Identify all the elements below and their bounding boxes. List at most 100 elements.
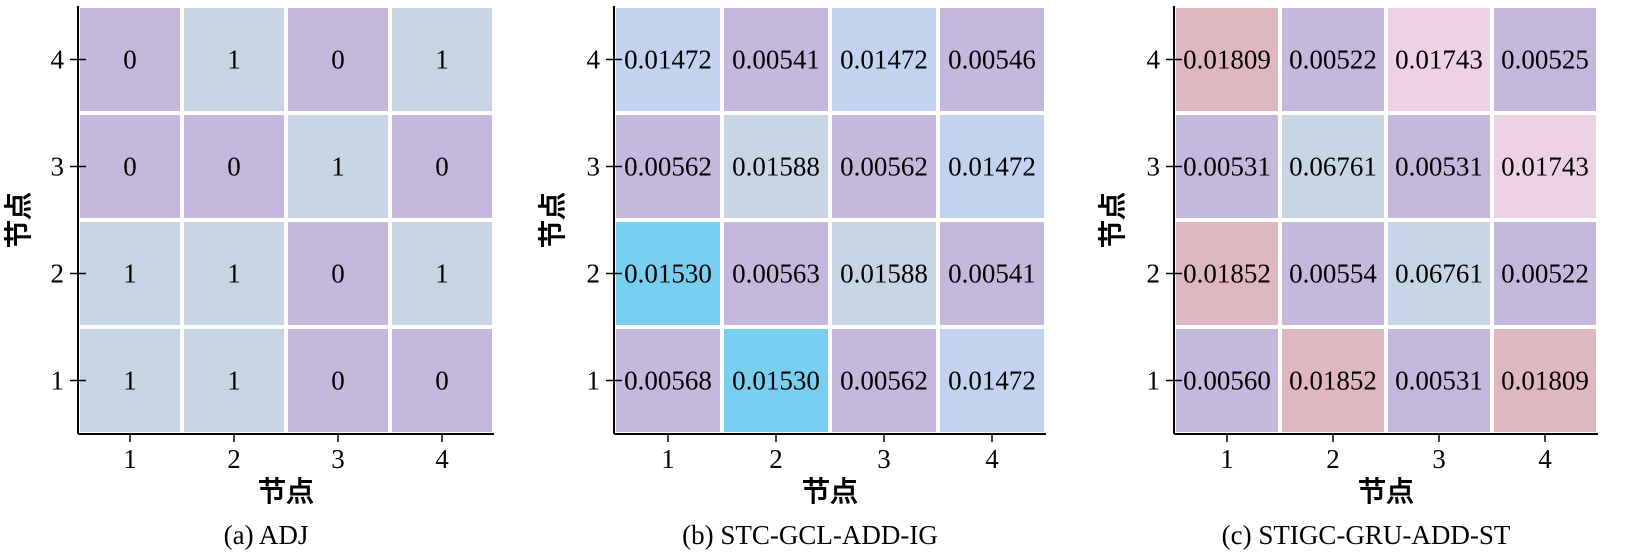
cell-label: 0.01472 xyxy=(840,45,928,75)
cell-label: 0 xyxy=(331,366,345,396)
cell-label: 1 xyxy=(227,366,241,396)
cell-label: 0.01588 xyxy=(840,259,928,289)
cell-label: 0 xyxy=(435,366,449,396)
heatmap-cell xyxy=(392,8,492,111)
heatmap-cell xyxy=(288,329,388,432)
heatmap-cell xyxy=(1282,8,1384,111)
heatmap-cell xyxy=(940,222,1044,325)
cell-label: 0.01472 xyxy=(624,45,712,75)
cell-label: 0.01809 xyxy=(1183,45,1271,75)
y-tick-label: 2 xyxy=(587,259,601,289)
heatmap-cell xyxy=(392,222,492,325)
heatmap-cell xyxy=(940,115,1044,218)
heatmap-cell xyxy=(184,222,284,325)
heatmap-cell xyxy=(1388,115,1490,218)
cell-label: 0.00546 xyxy=(948,45,1036,75)
cell-label: 0 xyxy=(123,45,137,75)
heatmap-cell xyxy=(616,115,720,218)
x-axis-label: 节点 xyxy=(802,475,858,508)
x-tick-label: 2 xyxy=(227,444,241,474)
heatmap-cell xyxy=(288,8,388,111)
heatmap-cell xyxy=(184,329,284,432)
heatmap-cell xyxy=(1176,329,1278,432)
heatmap-cell xyxy=(616,329,720,432)
x-tick-label: 2 xyxy=(769,444,783,474)
cell-label: 0.00554 xyxy=(1289,259,1377,289)
y-tick-label: 4 xyxy=(1147,45,1161,75)
heatmap-cell xyxy=(80,8,180,111)
heatmap-cell xyxy=(1494,8,1596,111)
heatmap-cell xyxy=(1388,222,1490,325)
heatmap-cell xyxy=(80,329,180,432)
heatmap-cell xyxy=(1282,115,1384,218)
cell-label: 0.00562 xyxy=(624,152,712,182)
heatmap-cell xyxy=(1282,329,1384,432)
x-tick-label: 1 xyxy=(1220,444,1234,474)
panel-caption: (c) STIGC-GRU-ADD-ST xyxy=(1222,520,1511,550)
heatmap-cell xyxy=(1388,329,1490,432)
cell-label: 0.01472 xyxy=(948,152,1036,182)
x-tick-label: 3 xyxy=(877,444,891,474)
heatmap-cell xyxy=(184,115,284,218)
heatmap-cell xyxy=(724,8,828,111)
y-axis-label: 节点 xyxy=(1096,192,1129,248)
heatmap-cell xyxy=(724,115,828,218)
cell-label: 0.00522 xyxy=(1289,45,1377,75)
x-axis-label: 节点 xyxy=(258,475,314,508)
y-tick-label: 3 xyxy=(587,152,601,182)
cell-label: 0.01530 xyxy=(624,259,712,289)
x-tick-label: 2 xyxy=(1326,444,1340,474)
cell-label: 0.00525 xyxy=(1501,45,1589,75)
heatmap-panel-3: 0.01809 0.00522 0.01743 0.00525 0.00531 0.067… xyxy=(1096,6,1598,550)
cell-label: 0.01530 xyxy=(732,366,820,396)
cell-label: 0.06761 xyxy=(1289,152,1377,182)
heatmap-cell xyxy=(392,115,492,218)
cell-label: 0.01472 xyxy=(948,366,1036,396)
cell-label: 0.00560 xyxy=(1183,366,1271,396)
cell-label: 0 xyxy=(331,259,345,289)
cell-label: 0.00541 xyxy=(948,259,1036,289)
y-tick-label: 3 xyxy=(1147,152,1161,182)
cell-label: 0.00531 xyxy=(1183,152,1271,182)
heatmap-cell xyxy=(832,115,936,218)
cell-label: 0 xyxy=(435,152,449,182)
panel-caption: (a) ADJ xyxy=(224,520,309,550)
cell-label: 0.01588 xyxy=(732,152,820,182)
y-tick-label: 2 xyxy=(1147,259,1161,289)
heatmap-cell xyxy=(1282,222,1384,325)
y-tick-label: 2 xyxy=(51,259,65,289)
x-tick-label: 3 xyxy=(1432,444,1446,474)
cell-label: 0.01743 xyxy=(1395,45,1483,75)
heatmap-cell xyxy=(832,329,936,432)
heatmap-cell xyxy=(1388,8,1490,111)
cell-label: 1 xyxy=(331,152,345,182)
x-tick-label: 1 xyxy=(661,444,675,474)
heatmap-cell xyxy=(724,329,828,432)
cell-label: 0.01852 xyxy=(1289,366,1377,396)
cell-label: 0 xyxy=(123,152,137,182)
heatmap-cell xyxy=(80,115,180,218)
x-tick-label: 1 xyxy=(123,444,137,474)
y-tick-label: 3 xyxy=(51,152,65,182)
cell-label: 0.00522 xyxy=(1501,259,1589,289)
cell-label: 0.06761 xyxy=(1395,259,1483,289)
cell-label: 1 xyxy=(227,45,241,75)
cell-label: 1 xyxy=(435,45,449,75)
heatmap-cell xyxy=(940,329,1044,432)
heatmap-cell xyxy=(1176,222,1278,325)
y-axis-label: 节点 xyxy=(2,192,35,248)
heatmap-cell xyxy=(1176,8,1278,111)
heatmap-cell xyxy=(288,222,388,325)
x-tick-label: 4 xyxy=(435,444,449,474)
heatmap-cell xyxy=(80,222,180,325)
y-tick-label: 4 xyxy=(587,45,601,75)
cell-label: 0.00562 xyxy=(840,366,928,396)
cell-label: 1 xyxy=(123,259,137,289)
cell-label: 0.00568 xyxy=(624,366,712,396)
cell-label: 0.00531 xyxy=(1395,152,1483,182)
heatmap-cell xyxy=(724,222,828,325)
cell-label: 0.00541 xyxy=(732,45,820,75)
heatmap-cell xyxy=(288,115,388,218)
cell-label: 0.01852 xyxy=(1183,259,1271,289)
